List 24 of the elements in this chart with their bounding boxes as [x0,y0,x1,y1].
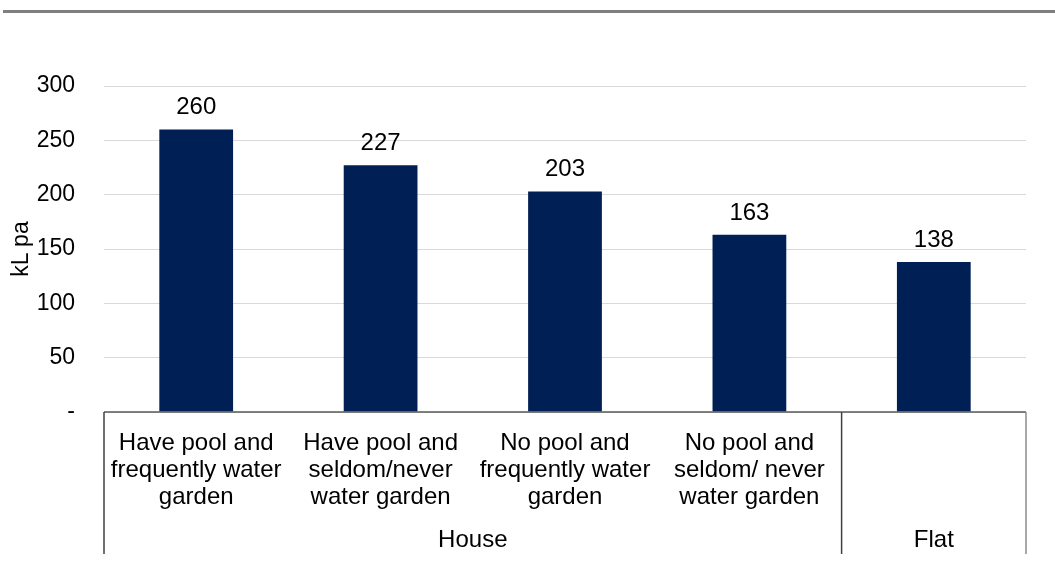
data-label: 203 [544,154,586,182]
data-label: 138 [913,225,954,253]
y-tick-label: - [67,397,75,424]
y-axis-title: kL pa [7,221,34,277]
y-tick-label: 200 [36,180,75,207]
x-tick-label: Have pool and frequently water garden [110,427,282,509]
text: Flat [913,524,955,552]
x-tick-label: No pool and frequently water garden [479,427,651,509]
data-label: 163 [729,197,770,225]
bar [712,234,787,412]
data-label: 227 [360,128,401,156]
y-tick-label: 150 [36,234,75,261]
y-tick-label: 50 [49,343,75,370]
text: House [438,524,508,552]
data-label: 260 [176,92,217,120]
bar [343,165,418,412]
bar [159,129,234,412]
bar [528,191,602,412]
x-tick-label: Have pool and seldom/never water garden [303,427,458,509]
x-tick-label: No pool and seldom/ never water garden [674,427,825,509]
y-tick-label: 250 [36,125,75,152]
y-tick-label: 300 [36,71,75,98]
bar [896,262,971,412]
y-tick-label: 100 [36,288,75,315]
